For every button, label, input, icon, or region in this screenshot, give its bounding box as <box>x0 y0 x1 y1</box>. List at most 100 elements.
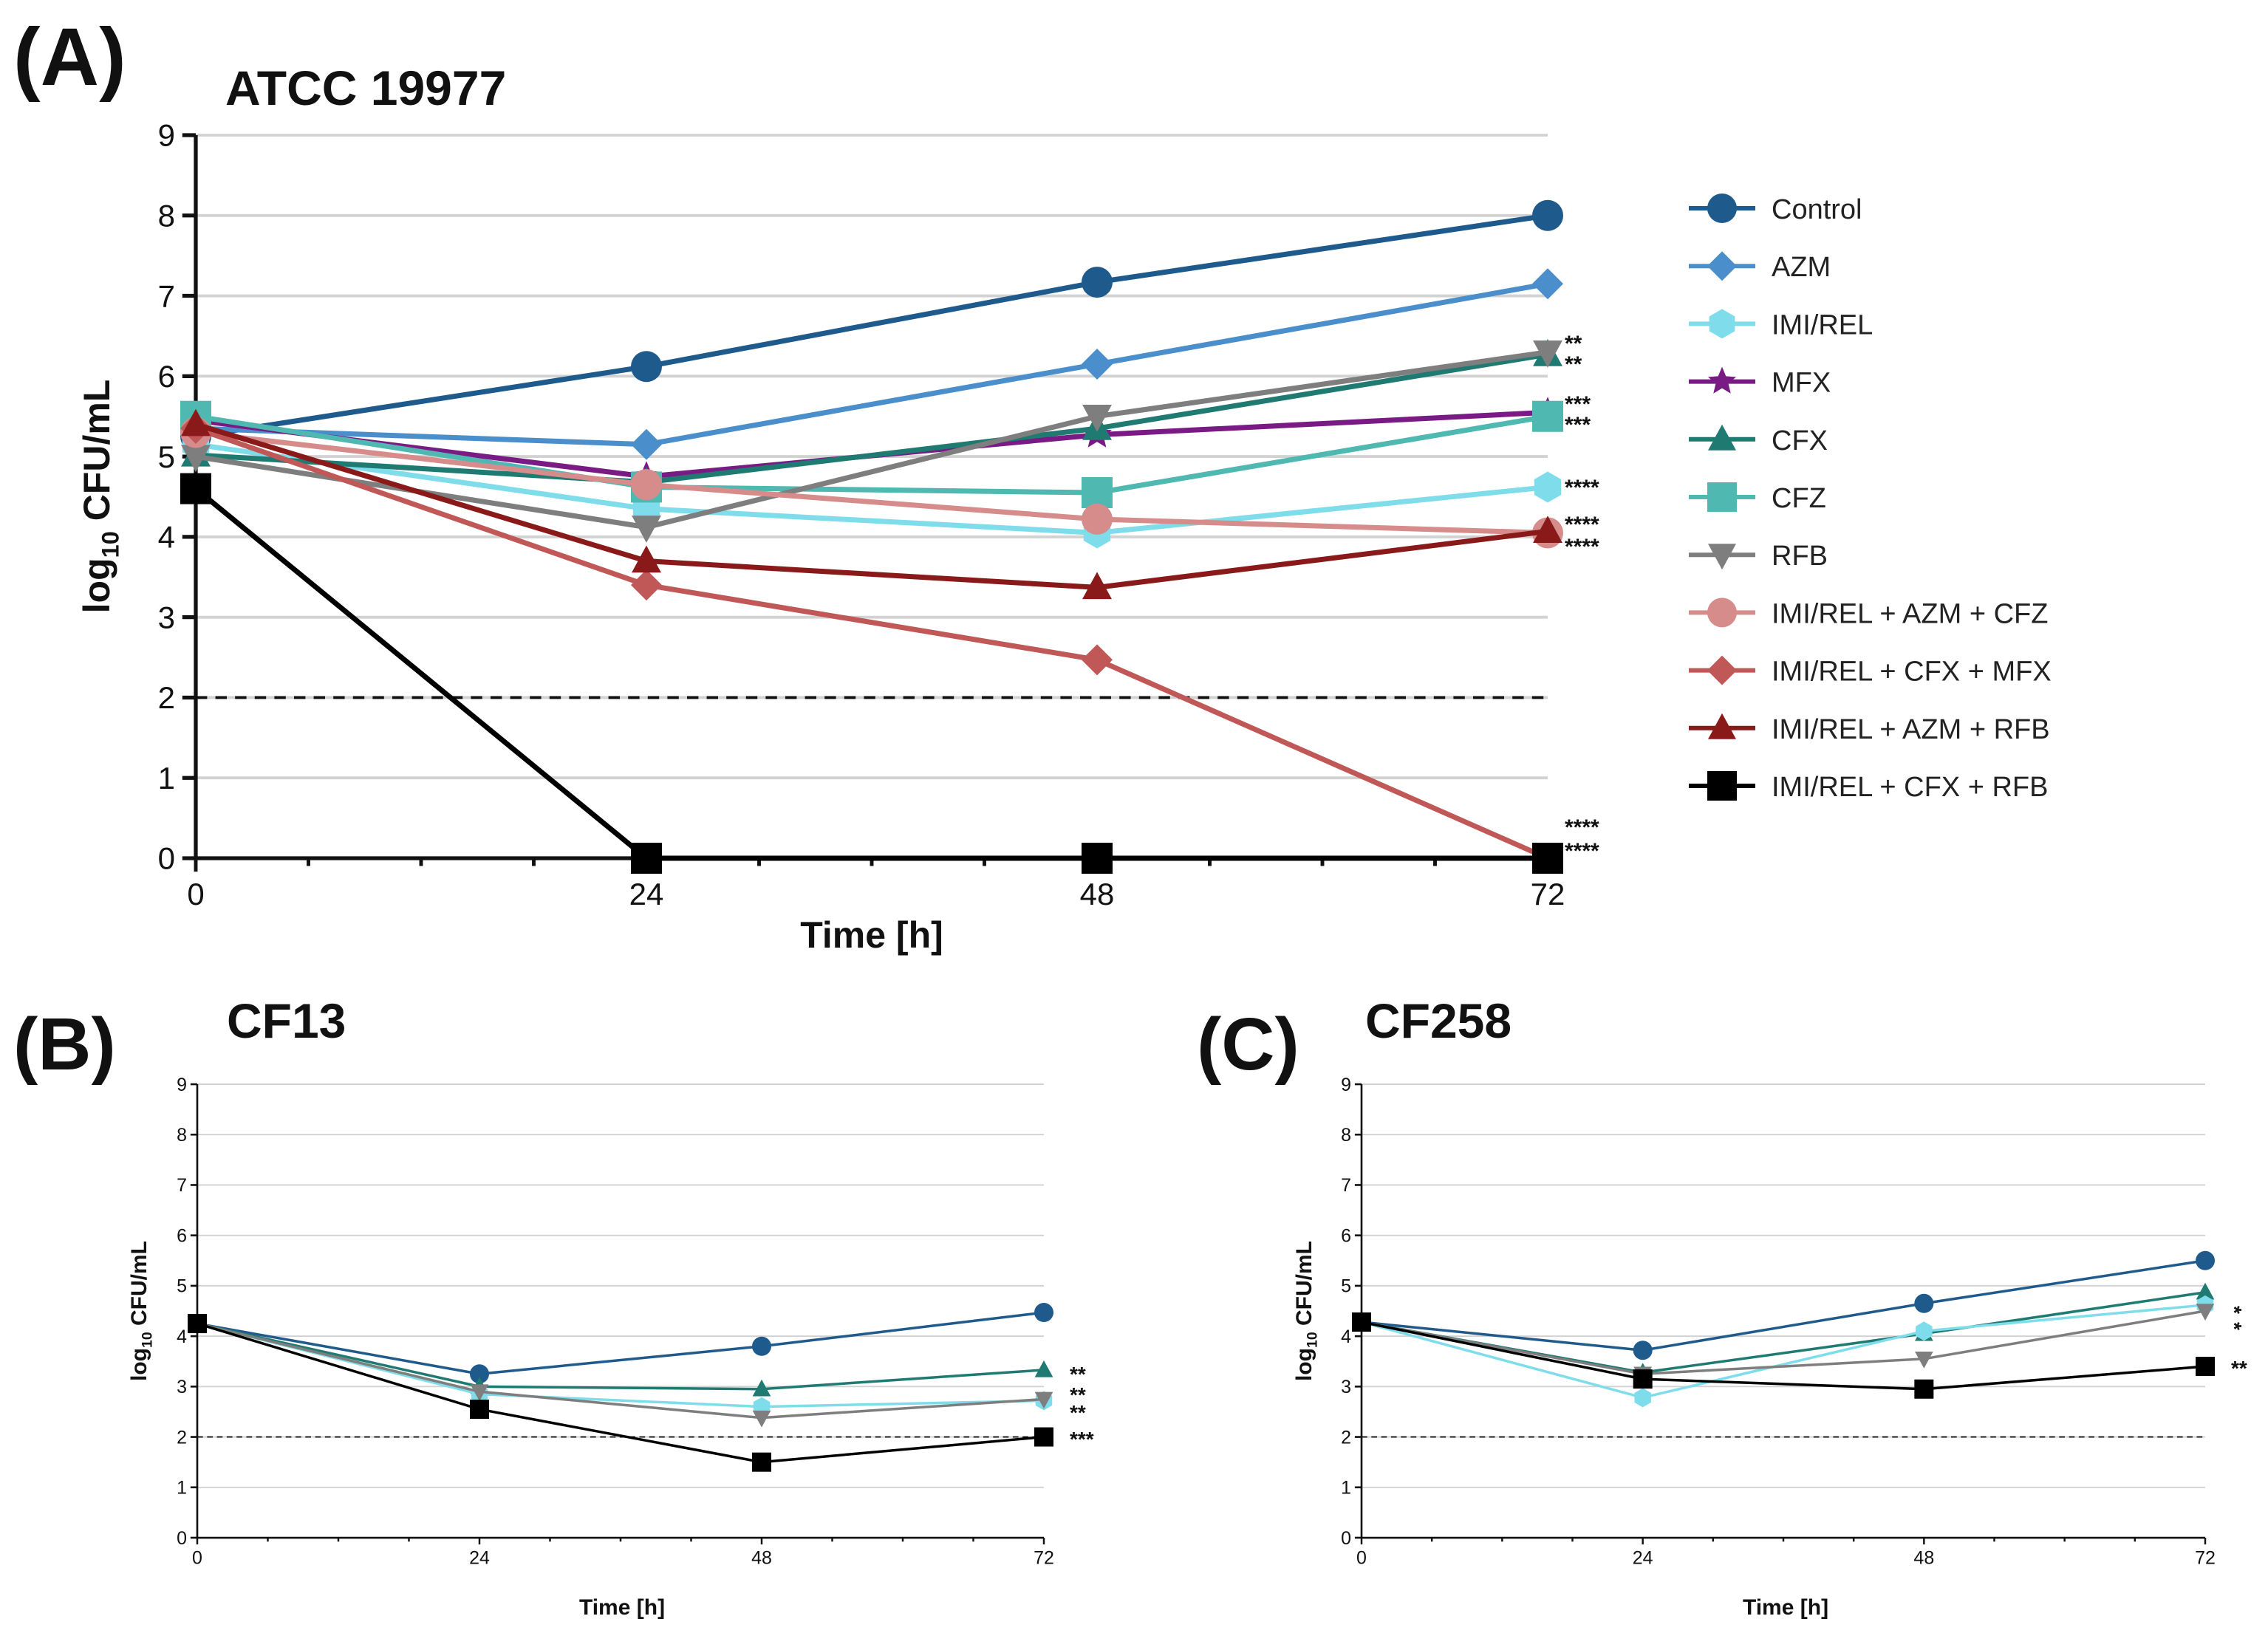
legend-label: MFX <box>1772 368 1831 399</box>
data-point <box>1533 340 1562 368</box>
significance-annotation: * <box>2223 1306 2246 1314</box>
data-point <box>2196 1250 2215 1270</box>
legend-marker <box>1709 309 1735 339</box>
y-axis-label-main: log <box>127 1348 151 1381</box>
series-line <box>1361 1310 2206 1376</box>
series-line <box>1361 1259 2206 1352</box>
data-point <box>1634 1388 1651 1408</box>
x-tick-label: 0 <box>187 877 204 911</box>
y-tick-label: 1 <box>1341 1478 1351 1499</box>
legend-item: MFX <box>1689 366 1831 399</box>
y-tick-label: 0 <box>158 841 175 876</box>
series-imi-rel <box>1353 1295 2214 1408</box>
legend-label: IMI/REL + CFX + MFX <box>1772 657 2052 688</box>
y-tick-label: 4 <box>177 1326 187 1347</box>
data-point <box>188 1314 207 1334</box>
y-tick-label: 3 <box>1341 1377 1351 1397</box>
x-tick-label: 24 <box>469 1548 490 1569</box>
data-point <box>180 473 211 504</box>
panel-title: CF13 <box>227 993 346 1048</box>
legend-marker <box>1707 194 1737 223</box>
legend-item: AZM <box>1689 251 1831 283</box>
y-tick-label: 2 <box>1341 1427 1351 1448</box>
panel-c: (C) CF258 0 1 2 3 4 5 6 7 8 9 0 24 48 72 Time [h] log10 C… <box>1197 993 2247 1620</box>
legend-item: IMI/REL + CFX + RFB <box>1689 771 2048 803</box>
data-point <box>1532 843 1563 874</box>
legend-marker <box>1707 655 1737 685</box>
y-tick-label: 1 <box>158 761 175 795</box>
data-point <box>752 1379 771 1397</box>
data-point <box>1082 572 1112 600</box>
data-point <box>631 843 662 874</box>
series-control <box>188 1303 1053 1384</box>
x-tick-label: 24 <box>1633 1548 1653 1569</box>
legend-item: IMI/REL <box>1689 309 1873 340</box>
data-point <box>1534 471 1562 503</box>
data-point <box>2196 1304 2215 1321</box>
data-point <box>1914 1379 1934 1399</box>
legend-item: CFX <box>1689 424 1828 456</box>
data-point <box>1633 1341 1653 1360</box>
y-axis-label-rest: CFU/mL <box>76 380 117 532</box>
data-point <box>631 469 662 501</box>
legend-marker <box>1708 544 1736 570</box>
y-tick-label: 3 <box>177 1377 187 1397</box>
series-line <box>197 1322 1045 1464</box>
y-tick-label: 8 <box>158 198 175 233</box>
series-line <box>195 430 1548 535</box>
panel-b: (B) CF13 0 1 2 3 4 5 6 7 8 9 0 24 48 72 Time [h] log10 CF… <box>13 993 1094 1620</box>
y-axis-label-main: log <box>76 558 117 613</box>
panel-label: (A) <box>13 12 126 103</box>
x-tick-label: 48 <box>751 1548 772 1569</box>
y-tick-label: 0 <box>177 1528 187 1549</box>
legend-label: CFX <box>1772 425 1828 456</box>
series-line <box>194 422 1548 590</box>
data-point <box>1082 843 1113 874</box>
series-imi-rel-azm-rfb <box>181 408 1562 600</box>
legend-marker <box>1707 251 1737 281</box>
legend-item: IMI/REL + AZM + RFB <box>1689 713 2050 745</box>
data-point <box>1082 644 1113 676</box>
y-tick-label: 1 <box>177 1478 187 1499</box>
data-point <box>1352 1312 1371 1332</box>
legend-label: IMI/REL + AZM + RFB <box>1772 714 2050 745</box>
y-tick-label: 4 <box>158 520 175 555</box>
y-tick-label: 3 <box>158 600 175 634</box>
series-line <box>195 414 1548 496</box>
legend-item: IMI/REL + AZM + CFZ <box>1689 598 2048 629</box>
y-tick-label: 2 <box>158 680 175 715</box>
series-imi-rel-cfx-rfb <box>188 1314 1053 1472</box>
x-tick-label: 72 <box>2195 1548 2216 1569</box>
y-axis-label-sub: 10 <box>98 531 124 558</box>
y-tick-label: 9 <box>158 118 175 153</box>
x-tick-label: 48 <box>1080 877 1115 911</box>
series-line <box>194 425 1549 861</box>
x-axis-label: Time [h] <box>579 1595 665 1620</box>
gridlines <box>1362 1083 2205 1488</box>
data-point <box>181 445 211 473</box>
significance-annotation: ** <box>1565 352 1582 377</box>
significance-annotation: **** <box>1565 815 1599 840</box>
panel-label: (B) <box>13 1003 116 1086</box>
y-axis-label-rest: CFU/mL <box>1292 1241 1316 1332</box>
y-tick-label: 6 <box>177 1225 187 1246</box>
x-tick-label: 72 <box>1531 877 1565 911</box>
y-axis-label-sub: 10 <box>1305 1332 1321 1348</box>
y-tick-label: 5 <box>177 1276 187 1297</box>
legend-label: CFZ <box>1772 483 1826 514</box>
data-point <box>181 408 211 437</box>
data-point <box>1532 268 1563 300</box>
y-tick-label: 2 <box>177 1427 187 1448</box>
significance-annotation: **** <box>1565 839 1599 863</box>
series-line <box>197 1311 1045 1376</box>
legend-label: Control <box>1772 194 1862 225</box>
x-tick-label: 0 <box>192 1548 202 1569</box>
data-point <box>632 545 661 573</box>
y-tick-label: 9 <box>1341 1075 1351 1095</box>
significance-annotation: *** <box>1565 392 1591 417</box>
significance-annotation: ** <box>1565 332 1582 356</box>
x-axis-label: Time [h] <box>800 914 943 956</box>
data-point <box>1914 1293 1934 1313</box>
y-axis-label: log10 CFU/mL <box>76 380 124 614</box>
